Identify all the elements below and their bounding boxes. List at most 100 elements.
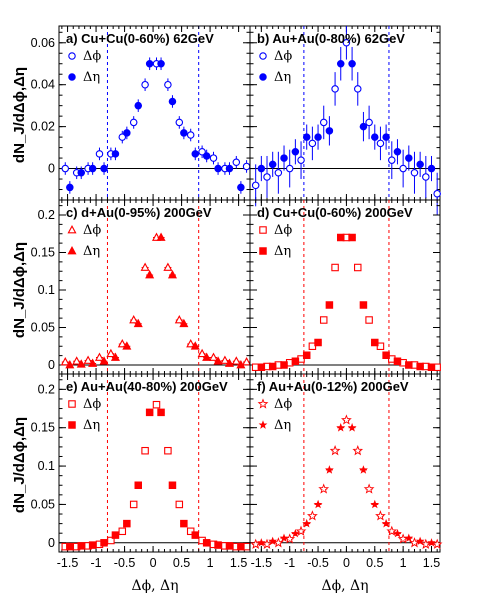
data-marker <box>191 531 200 539</box>
series-deta <box>65 232 246 369</box>
data-marker <box>331 263 339 272</box>
data-marker <box>225 164 234 173</box>
data-marker <box>325 465 334 474</box>
data-marker <box>410 168 419 177</box>
data-marker <box>157 59 165 68</box>
series-deta <box>256 422 436 547</box>
data-marker <box>157 408 165 417</box>
panel-f: -1.5 -1 -0.5 0 0.5 1 1.5 f) Au+Au(0-12%) 200GeV… <box>249 373 443 570</box>
data-marker <box>399 164 407 173</box>
data-marker <box>174 315 184 324</box>
data-marker <box>371 133 379 141</box>
data-marker <box>336 423 346 432</box>
series-dphi <box>60 232 252 366</box>
data-marker <box>134 101 143 110</box>
data-marker <box>191 150 200 158</box>
data-marker <box>141 80 149 89</box>
panel-title: b) Au+Au(0-80%) 62GeV <box>257 31 405 46</box>
data-marker <box>242 162 251 171</box>
series-dphi <box>250 414 443 549</box>
data-marker <box>359 122 368 131</box>
data-marker <box>295 525 307 536</box>
x-tick-label: -1 <box>90 556 101 570</box>
data-marker <box>251 181 260 190</box>
y-tick-label: 0.04 <box>31 78 55 92</box>
data-marker <box>285 164 294 173</box>
y-tick-label: 0 <box>48 162 55 176</box>
data-marker <box>297 156 305 164</box>
x-tick-label: 0 <box>150 556 157 570</box>
data-marker <box>416 362 424 371</box>
data-marker <box>329 445 341 456</box>
legend-label: Δη <box>274 70 291 85</box>
data-marker <box>313 499 323 509</box>
data-marker <box>68 73 76 81</box>
data-marker <box>302 133 311 141</box>
data-marker <box>88 541 97 549</box>
data-marker <box>415 536 425 546</box>
data-marker <box>133 318 143 328</box>
legend-label: Δη <box>83 418 100 433</box>
data-marker <box>100 539 108 547</box>
data-marker <box>259 226 267 234</box>
data-marker <box>388 156 396 164</box>
series-deta <box>257 233 436 371</box>
data-marker <box>416 160 424 169</box>
legend-label: Δη <box>274 418 291 433</box>
data-marker <box>72 356 82 365</box>
data-marker <box>405 154 413 162</box>
data-marker <box>325 127 334 135</box>
data-marker <box>167 270 177 279</box>
data-marker <box>257 398 269 409</box>
panel-b: b) Au+Au(0-80%) 62GeV Δϕ Δη <box>249 25 441 215</box>
y-tick-label: 0 <box>48 358 55 372</box>
data-marker <box>232 158 241 167</box>
data-marker <box>129 118 138 127</box>
y-tick-label: 0.02 <box>31 120 55 134</box>
data-marker <box>68 400 76 408</box>
data-marker <box>123 519 131 528</box>
data-marker <box>190 341 200 350</box>
data-marker <box>99 356 109 365</box>
data-marker <box>179 318 189 328</box>
data-marker <box>359 301 368 309</box>
data-marker <box>237 542 245 551</box>
data-marker <box>258 420 268 429</box>
series-deta <box>66 408 245 551</box>
data-marker <box>268 160 277 169</box>
data-marker <box>168 97 177 106</box>
data-marker <box>257 164 266 173</box>
y-tick-label: 0.1 <box>38 283 55 297</box>
data-marker <box>325 301 334 309</box>
data-marker <box>77 542 85 550</box>
data-marker <box>68 52 76 60</box>
data-marker <box>393 148 402 156</box>
data-marker <box>156 232 166 241</box>
data-marker <box>95 150 104 158</box>
data-marker <box>393 357 402 365</box>
data-marker <box>164 80 172 89</box>
data-marker <box>134 481 143 489</box>
data-marker <box>427 363 436 371</box>
data-marker <box>302 518 312 528</box>
data-marker <box>117 339 127 348</box>
legend-label: Δϕ <box>83 397 101 412</box>
legend-label: Δη <box>83 70 100 85</box>
data-marker <box>256 538 266 547</box>
panel-title: a) Cu+Cu(0-60%) 62GeV <box>66 31 214 46</box>
data-marker <box>370 499 380 509</box>
legend-label: Δη <box>274 244 291 259</box>
data-marker <box>111 150 120 158</box>
data-marker <box>290 528 300 538</box>
y-tick-label: 0.1 <box>38 459 55 473</box>
data-marker <box>83 355 93 364</box>
x-axis-label-right: Δϕ, Δη <box>321 578 368 594</box>
data-marker <box>427 538 436 547</box>
data-marker <box>382 133 390 141</box>
data-marker <box>280 361 288 369</box>
panels: 00.020.040.06 a) Cu+Cu(0-60%) 62GeVΔϕΔηb)… <box>31 25 443 570</box>
data-marker <box>152 400 161 409</box>
data-marker <box>375 510 386 521</box>
x-tick-label: 0.5 <box>173 556 190 570</box>
